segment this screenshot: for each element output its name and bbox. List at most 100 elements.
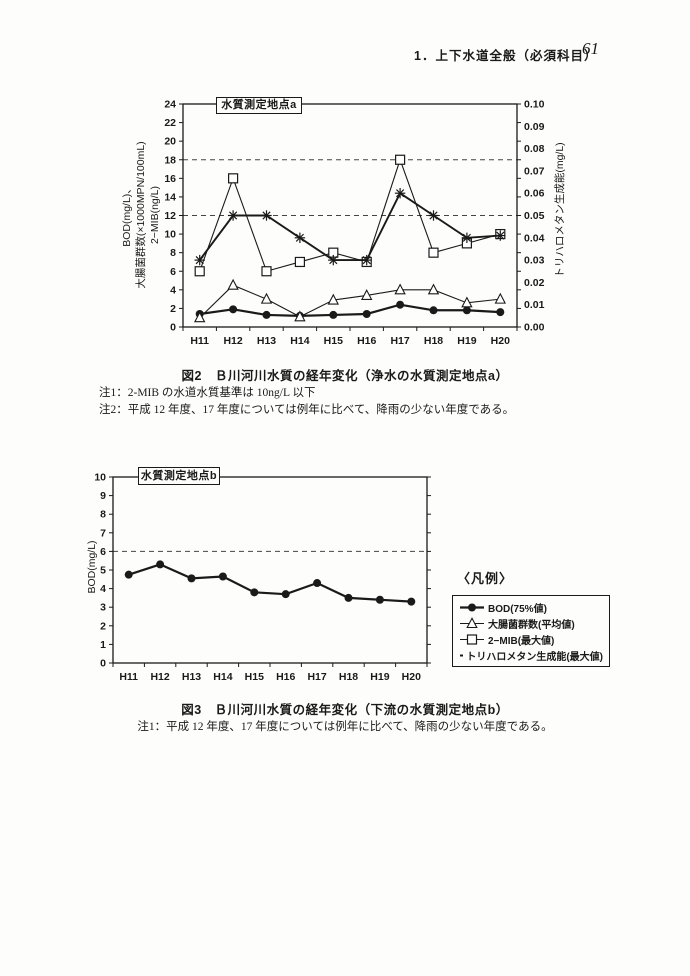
y2-axis-title: トリハロメタン生成能(mg/L) bbox=[553, 142, 566, 277]
y-axis-title: 2−MIB(ng/L) bbox=[149, 186, 161, 244]
y-axis-title: BOD(mg/L)、 bbox=[121, 183, 133, 247]
y2-axis-tick-label: 0.02 bbox=[524, 277, 545, 289]
data-point-marker-square-open bbox=[395, 154, 406, 165]
legend-title: 〈凡例〉 bbox=[457, 571, 514, 586]
y-axis-tick-label: 4 bbox=[100, 583, 106, 595]
legend-item-label: 大腸菌群数(平均値) bbox=[488, 619, 575, 631]
data-point-marker-triangle-open bbox=[461, 296, 473, 308]
data-point-marker-circle-filled bbox=[124, 570, 133, 579]
y-axis-tick-label: 12 bbox=[164, 210, 176, 222]
x-axis-tick-label: H14 bbox=[290, 335, 309, 347]
x-axis-tick-label: H13 bbox=[182, 671, 201, 683]
data-point-marker-square-open bbox=[228, 173, 239, 184]
x-axis-tick-label: H17 bbox=[390, 335, 409, 347]
y2-axis-tick-label: 0.09 bbox=[524, 121, 545, 133]
y2-axis-tick-label: 0.06 bbox=[524, 188, 545, 200]
data-point-marker-circle-filled bbox=[468, 603, 476, 611]
data-point-marker-circle-filled bbox=[329, 310, 338, 319]
y2-axis-tick-label: 0.08 bbox=[524, 143, 545, 155]
data-point-marker-circle-filled bbox=[496, 308, 505, 317]
data-point-marker-square-open bbox=[261, 266, 272, 277]
y-axis-tick-label: 8 bbox=[100, 509, 106, 521]
y-axis-tick-label: 6 bbox=[170, 266, 176, 278]
data-point-marker-circle-filled bbox=[156, 560, 165, 569]
legend-item-label: BOD(75%値) bbox=[488, 603, 547, 615]
legend-item: 2−MIB(最大値) bbox=[459, 632, 603, 647]
x-axis-tick-label: H13 bbox=[257, 335, 276, 347]
legend-item-marker bbox=[460, 633, 484, 645]
data-point-marker-triangle-open bbox=[260, 292, 273, 304]
data-point-marker-circle-filled bbox=[375, 595, 384, 604]
y-axis-tick-label: 3 bbox=[100, 602, 106, 614]
data-point-marker-asterisk bbox=[461, 232, 473, 243]
x-axis-tick-label: H19 bbox=[457, 335, 476, 347]
data-point-marker-square-open bbox=[294, 256, 305, 268]
data-point-marker-asterisk bbox=[328, 254, 339, 266]
data-point-marker-asterisk bbox=[394, 188, 406, 199]
figure2-notes: 注1：2-MIB の水道水質基準は 10ng/L 以下 注2：平成 12 年度、… bbox=[99, 385, 514, 419]
y-axis-tick-label: 24 bbox=[164, 99, 176, 111]
x-axis-tick-label: H15 bbox=[324, 335, 343, 347]
y-axis-tick-label: 10 bbox=[94, 472, 106, 484]
y-axis-tick-label: 4 bbox=[170, 284, 176, 296]
x-axis-tick-label: H16 bbox=[357, 335, 376, 347]
x-axis-tick-label: H15 bbox=[245, 671, 264, 683]
y-axis-tick-label: 10 bbox=[164, 229, 176, 241]
y-axis-tick-label: 0 bbox=[170, 322, 176, 334]
data-point-marker-circle-filled bbox=[281, 590, 290, 599]
data-point-marker-circle-filled bbox=[262, 310, 271, 319]
y2-axis-tick-label: 0.00 bbox=[524, 322, 545, 334]
data-point-marker-triangle-open bbox=[466, 616, 478, 628]
series-line bbox=[199, 303, 501, 317]
y-axis-tick-label: 2 bbox=[100, 620, 106, 632]
figure3-caption: 図3 Ｂ川河川水質の経年変化（下流の水質測定地点b） bbox=[181, 703, 509, 717]
page-number: 61 bbox=[582, 39, 599, 58]
figure2-note-2: 注2：平成 12 年度、17 年度については例年に比べて、降雨の少ない年度である… bbox=[99, 404, 515, 416]
data-point-marker-asterisk bbox=[495, 230, 506, 241]
series-circle-filled bbox=[195, 300, 505, 320]
figure2-chart: 0246810121416182022240.000.010.020.030.0… bbox=[121, 99, 566, 348]
figure3-chart: 0 1 2 3 4 5 6 7 8 9 10 H11 H12 H13 H14 H15 H16 H17 H18 H19 H… bbox=[86, 472, 431, 683]
legend-item: 大腸菌群数(平均値) bbox=[459, 616, 603, 631]
data-point-marker-circle-filled bbox=[313, 579, 322, 588]
x-axis-tick-label: H12 bbox=[150, 671, 169, 683]
plot-frame bbox=[112, 476, 428, 664]
data-point-marker-triangle-open bbox=[394, 283, 406, 295]
legend-item-label: 2−MIB(最大値) bbox=[488, 635, 555, 647]
x-axis-tick-label: H11 bbox=[190, 335, 209, 347]
y-axis-tick-label: 7 bbox=[100, 527, 106, 539]
y-axis-tick-label: 5 bbox=[100, 565, 106, 577]
data-point-marker-circle-filled bbox=[344, 593, 353, 602]
data-point-marker-circle-filled bbox=[396, 300, 405, 309]
legend-item-marker bbox=[460, 616, 484, 628]
y-axis-tick-label: 22 bbox=[164, 117, 176, 129]
x-axis-tick-label: H18 bbox=[424, 335, 443, 347]
x-axis-tick-label: H14 bbox=[213, 671, 232, 683]
y-axis-tick-label: 16 bbox=[164, 173, 176, 185]
page-header: 1．上下水道全般（必須科目） bbox=[414, 49, 598, 63]
figure3-note-1: 注1：平成 12 年度、17 年度については例年に比べて、降雨の少ない年度である… bbox=[137, 721, 553, 733]
y-axis-tick-label: 1 bbox=[100, 639, 106, 651]
y2-axis-tick-label: 0.10 bbox=[524, 99, 545, 111]
y2-axis-tick-label: 0.04 bbox=[524, 232, 545, 244]
y-axis-tick-label: 14 bbox=[164, 191, 176, 203]
data-point-marker-triangle-open bbox=[227, 278, 239, 290]
data-point-marker-triangle-open bbox=[427, 283, 440, 295]
figure2-note-1: 注1：2-MIB の水道水質基準は 10ng/L 以下 bbox=[99, 387, 316, 399]
data-point-marker-circle-filled bbox=[362, 309, 371, 318]
x-axis-tick-label: H11 bbox=[119, 671, 138, 683]
data-point-marker-asterisk bbox=[227, 210, 239, 221]
legend-item: BOD(75%値) bbox=[459, 600, 603, 615]
legend-box: BOD(75%値) 大腸菌群数(平均値) 2−MIB(最大値) トリハロメタン生成能(… bbox=[452, 595, 610, 667]
y-axis-tick-label: 8 bbox=[170, 247, 176, 259]
data-point-marker-triangle-open bbox=[494, 292, 507, 304]
data-point-marker-triangle-open bbox=[360, 289, 373, 300]
legend-item-marker bbox=[460, 654, 464, 656]
y2-axis-tick-label: 0.01 bbox=[524, 299, 545, 311]
chart1-title-box: 水質測定地点a bbox=[216, 97, 302, 114]
data-point-marker-triangle-open bbox=[327, 293, 340, 305]
data-point-marker-asterisk bbox=[194, 254, 205, 266]
figure2-caption: 図2 Ｂ川河川水質の経年変化（浄水の水質測定地点a） bbox=[181, 369, 509, 383]
data-point-marker-asterisk bbox=[261, 210, 272, 221]
